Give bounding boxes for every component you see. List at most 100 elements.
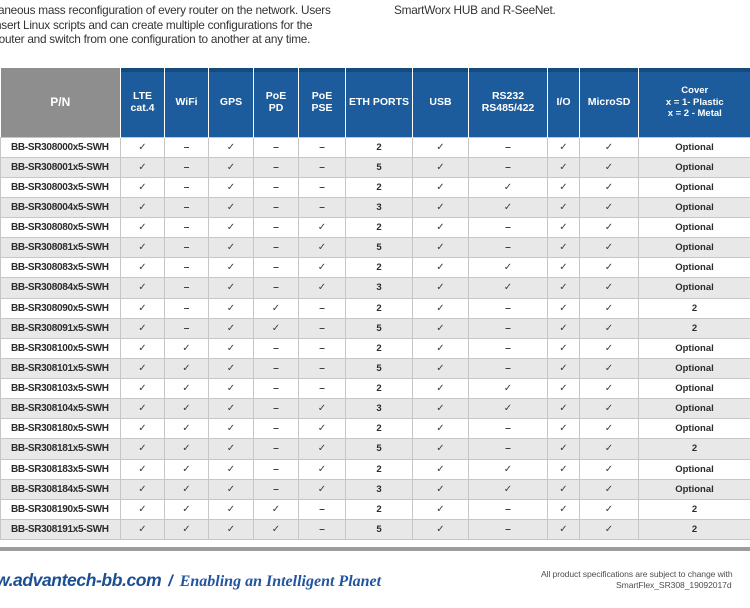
check-mark: ✓ (547, 156, 580, 178)
part-number: BB-SR308180x5-SWH (0, 418, 121, 440)
check-mark: ✓ (298, 478, 346, 500)
table-row: BB-SR308104x5-SWH ✓ ✓ ✓ – ✓ 3 ✓ ✓ ✓ ✓ Optional (0, 398, 750, 420)
intro-line-3: router and switch from one configuration… (0, 32, 311, 47)
check-mark: ✓ (468, 458, 548, 480)
horizontal-rule (0, 547, 750, 551)
check-mark: ✓ (208, 498, 254, 520)
table-row: BB-SR308103x5-SWH ✓ ✓ ✓ – –2 ✓ ✓ ✓ ✓ Optional (0, 377, 750, 400)
check-mark: ✓ (412, 478, 469, 500)
cell-value: 5 (345, 518, 413, 541)
dash-mark: – (253, 156, 299, 178)
check-mark: ✓ (468, 196, 548, 219)
check-mark: ✓ (120, 277, 165, 299)
dash-mark: – (298, 196, 346, 219)
check-mark: ✓ (547, 176, 580, 198)
dash-mark: – (164, 176, 209, 198)
check-mark: ✓ (547, 237, 580, 259)
part-number: BB-SR308183x5-SWH (0, 458, 121, 480)
dash-mark: – (253, 377, 299, 400)
table-row: BB-SR308183x5-SWH ✓ ✓ ✓ – ✓ 2 ✓ ✓ ✓ ✓ Optional (0, 458, 750, 480)
cell-value: Optional (638, 156, 750, 178)
table-header-row: P/N LTE cat.4 WiFi GPS PoE PD PoE PSE ETH PORTS US… (0, 68, 750, 137)
check-mark: ✓ (208, 156, 254, 178)
check-mark: ✓ (208, 257, 254, 279)
check-mark: ✓ (579, 237, 639, 259)
dash-mark: – (468, 156, 548, 178)
check-mark: ✓ (208, 277, 254, 299)
check-mark: ✓ (120, 458, 165, 480)
dash-mark: – (468, 518, 548, 541)
dash-mark: – (298, 498, 346, 520)
website-link[interactable]: w.advantech-bb.com (0, 570, 162, 590)
cell-value: Optional (638, 357, 750, 380)
check-mark: ✓ (253, 297, 299, 319)
dash-mark: – (164, 257, 209, 279)
check-mark: ✓ (412, 136, 469, 158)
table-row: BB-SR308191x5-SWH ✓ ✓ ✓ ✓ –5 ✓ – ✓ ✓ 2 (0, 518, 750, 541)
part-number: BB-SR308081x5-SWH (0, 237, 121, 259)
cell-value: 2 (345, 216, 413, 239)
check-mark: ✓ (412, 156, 469, 178)
dash-mark: – (298, 156, 346, 178)
dash-mark: – (164, 196, 209, 219)
cell-value: 2 (345, 377, 413, 400)
check-mark: ✓ (120, 377, 165, 400)
cell-value: Optional (638, 277, 750, 299)
table-row: BB-SR308091x5-SWH ✓ – ✓ ✓ –5 ✓ – ✓ ✓ 2 (0, 317, 750, 339)
check-mark: ✓ (120, 518, 165, 541)
table-row: BB-SR308100x5-SWH ✓ ✓ ✓ – –2 ✓ – ✓ ✓ Optional (0, 337, 750, 359)
cell-value: 3 (345, 196, 413, 219)
cell-value: 2 (345, 337, 413, 359)
check-mark: ✓ (547, 398, 580, 420)
cell-value: 2 (345, 418, 413, 440)
check-mark: ✓ (164, 438, 209, 460)
check-mark: ✓ (208, 398, 254, 420)
cell-value: 2 (638, 438, 750, 460)
check-mark: ✓ (579, 478, 639, 500)
cell-value: 5 (345, 438, 413, 460)
table-row: BB-SR308003x5-SWH ✓ – ✓ – –2 ✓ ✓ ✓ ✓ Optional (0, 176, 750, 198)
part-number: BB-SR308090x5-SWH (0, 297, 121, 319)
cell-value: 3 (345, 478, 413, 500)
check-mark: ✓ (579, 257, 639, 279)
part-number: BB-SR308104x5-SWH (0, 398, 121, 420)
part-number: BB-SR308083x5-SWH (0, 257, 121, 279)
check-mark: ✓ (298, 257, 346, 279)
dash-mark: – (253, 277, 299, 299)
footer-tagline: Enabling an Intelligent Planet (179, 573, 382, 590)
cell-value: Optional (638, 176, 750, 198)
check-mark: ✓ (579, 438, 639, 460)
check-mark: ✓ (412, 176, 469, 198)
check-mark: ✓ (547, 357, 580, 380)
table-row: BB-SR308180x5-SWH ✓ ✓ ✓ – ✓ 2 ✓ – ✓ ✓ Optional (0, 418, 750, 440)
check-mark: ✓ (208, 458, 254, 480)
dash-mark: – (253, 136, 299, 158)
check-mark: ✓ (468, 478, 548, 500)
check-mark: ✓ (579, 176, 639, 198)
dash-mark: – (298, 317, 346, 339)
cell-value: 3 (345, 277, 413, 299)
dash-mark: – (164, 156, 209, 178)
cell-value: 2 (345, 257, 413, 279)
cell-value: Optional (638, 337, 750, 359)
dash-mark: – (253, 257, 299, 279)
check-mark: ✓ (579, 317, 639, 339)
dash-mark: – (253, 418, 299, 440)
check-mark: ✓ (164, 498, 209, 520)
dash-mark: – (298, 136, 346, 158)
table-row: BB-SR308181x5-SWH ✓ ✓ ✓ – ✓ 5 ✓ – ✓ ✓ 2 (0, 438, 750, 460)
dash-mark: – (468, 237, 548, 259)
dash-mark: – (298, 297, 346, 319)
dash-mark: – (253, 237, 299, 259)
footer-doc-id: SmartFlex_SR308_19092017d (616, 580, 732, 590)
check-mark: ✓ (547, 377, 580, 400)
column-header-io: I/O (547, 68, 580, 137)
cell-value: Optional (638, 196, 750, 219)
check-mark: ✓ (253, 317, 299, 339)
table-row: BB-SR308080x5-SWH ✓ – ✓ – ✓ 2 ✓ – ✓ ✓ Optional (0, 216, 750, 239)
cell-value: 2 (638, 317, 750, 339)
cell-value: 2 (345, 498, 413, 520)
check-mark: ✓ (164, 377, 209, 400)
column-header-usb: USB (412, 68, 469, 137)
check-mark: ✓ (412, 458, 469, 480)
